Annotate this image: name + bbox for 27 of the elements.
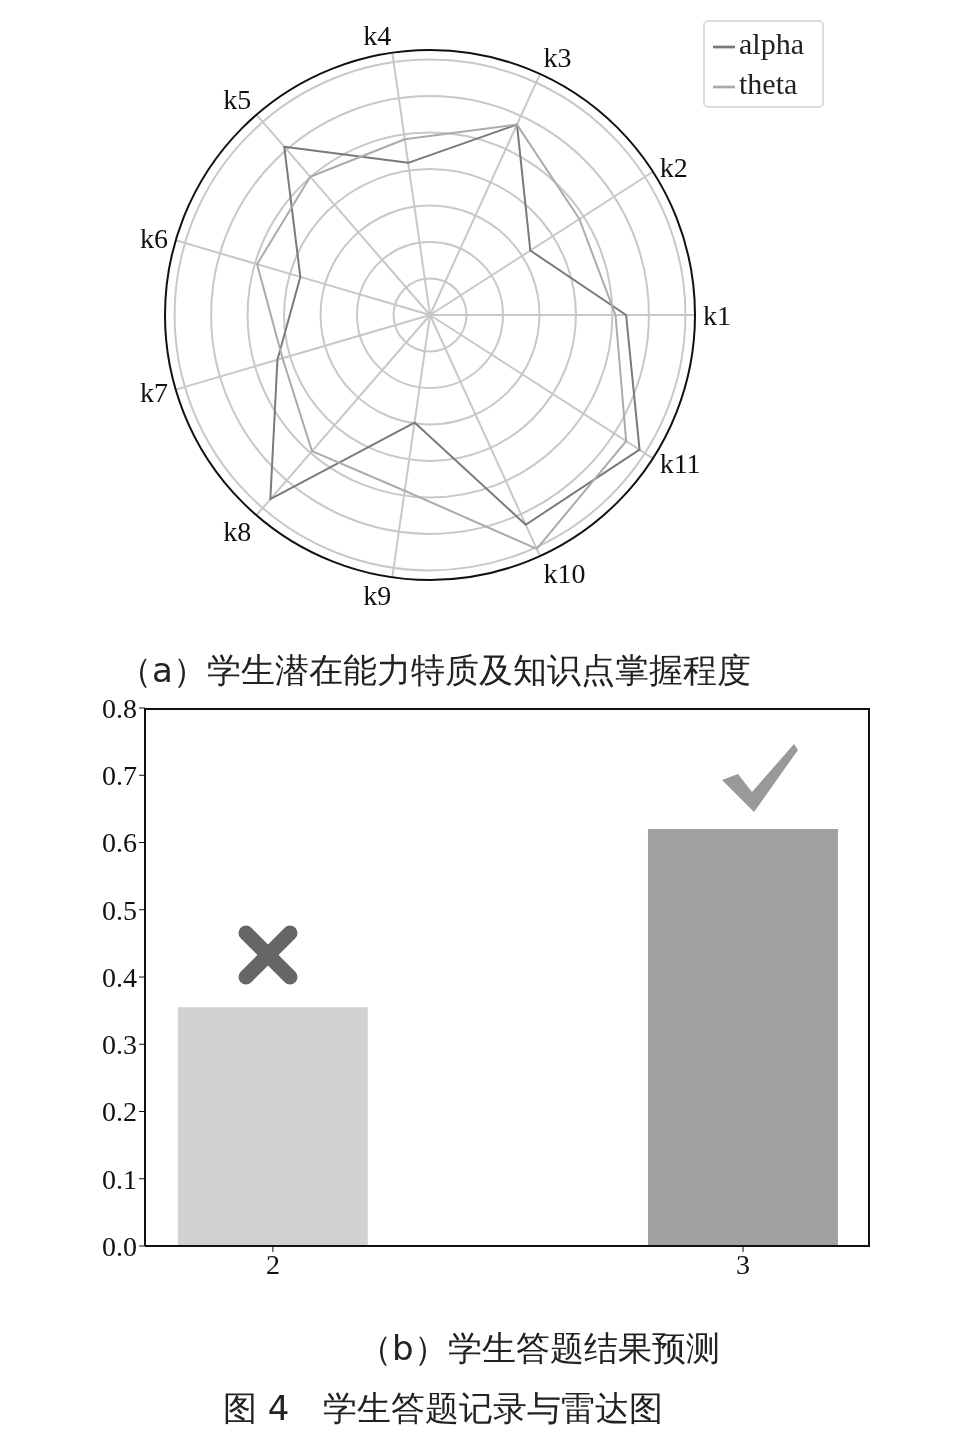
legend-label: alpha [739, 27, 804, 60]
y-tick-label: 0.6 [102, 827, 137, 859]
spoke-label: k5 [223, 83, 252, 115]
text: （b）学生答题结果预测 [357, 1327, 721, 1370]
legend-label: theta [739, 67, 798, 100]
y-tick-label: 0.5 [102, 894, 137, 926]
spoke-label: k9 [363, 580, 392, 612]
x-tick-label: 2 [265, 1248, 280, 1280]
y-tick-label: 0.4 [102, 961, 137, 993]
y-tick-label: 0.7 [102, 760, 137, 792]
spoke-label: k11 [659, 447, 701, 479]
spoke-label: k4 [363, 19, 392, 51]
spoke-label: k7 [140, 376, 169, 408]
spoke-label: k1 [703, 299, 731, 331]
spoke-label: k2 [659, 152, 688, 184]
y-tick-label: 0.0 [102, 1230, 137, 1262]
x-tick-label: 3 [736, 1248, 751, 1280]
spoke-label: k3 [543, 41, 572, 73]
y-tick-label: 0.2 [102, 1096, 137, 1128]
caption: 图 4 学生答题记录与雷达图 [222, 1387, 665, 1430]
y-tick-label: 0.1 [102, 1163, 137, 1195]
spoke-label: k6 [140, 223, 169, 255]
spoke-label: k10 [543, 558, 586, 590]
spoke-label: k8 [223, 516, 252, 548]
y-tick-label: 0.3 [102, 1029, 137, 1061]
y-tick-label: 0.8 [102, 692, 137, 724]
text: （a）学生潜在能力特质及知识点掌握程度 [118, 649, 752, 692]
